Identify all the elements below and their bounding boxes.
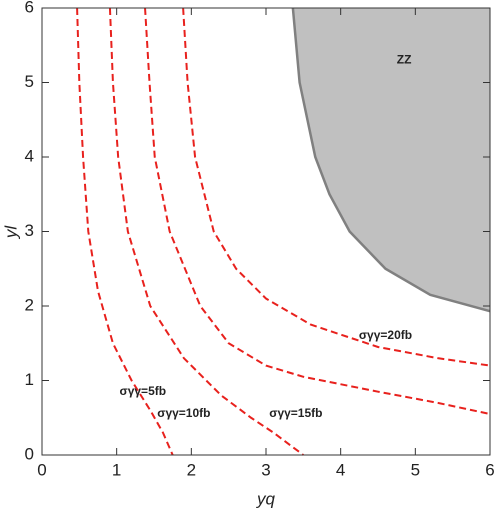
y-tick-label: 4 — [25, 146, 34, 165]
x-tick-label: 4 — [336, 460, 345, 479]
contour-line — [76, 7, 174, 456]
zz-boundary — [291, 7, 491, 313]
x-tick-label: 2 — [187, 460, 196, 479]
y-tick-label: 3 — [25, 221, 34, 240]
contour-line — [182, 7, 491, 367]
x-tick-label: 3 — [261, 460, 270, 479]
y-tick-label: 6 — [25, 0, 34, 16]
contour-label: σγγ=20fb — [359, 328, 412, 342]
y-tick-label: 5 — [25, 72, 34, 91]
x-tick-label: 1 — [112, 460, 121, 479]
x-axis-label: yq — [256, 489, 276, 508]
region-label: ZZ — [397, 52, 412, 66]
y-tick-label: 1 — [25, 370, 34, 389]
contour-line — [108, 7, 304, 456]
y-axis-label: yl — [1, 225, 20, 240]
x-tick-label: 5 — [411, 460, 420, 479]
contour-line — [144, 7, 491, 416]
x-tick-label: 0 — [37, 460, 46, 479]
y-tick-label: 0 — [25, 444, 34, 463]
contour-label: σγγ=5fb — [120, 384, 167, 398]
contour-label: σγγ=15fb — [269, 406, 322, 420]
y-tick-label: 2 — [25, 295, 34, 314]
zz-region — [292, 8, 490, 312]
contour-label: σγγ=10fb — [157, 406, 210, 420]
x-tick-label: 6 — [485, 460, 494, 479]
